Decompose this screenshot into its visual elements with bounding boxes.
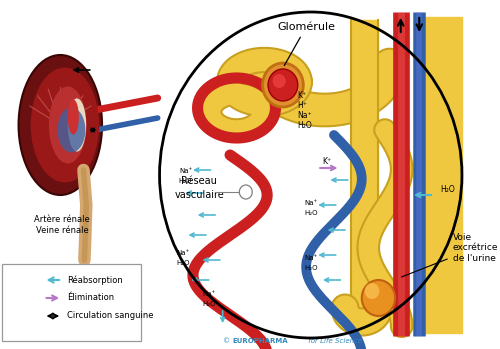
- Text: Na⁺: Na⁺: [179, 168, 192, 174]
- Text: Na⁺: Na⁺: [304, 200, 318, 206]
- Circle shape: [272, 74, 285, 88]
- Text: Na⁺: Na⁺: [202, 291, 215, 297]
- Ellipse shape: [160, 12, 462, 338]
- Text: H⁺: H⁺: [297, 101, 306, 110]
- Text: for Life Science: for Life Science: [306, 338, 362, 344]
- Text: Circulation sanguine: Circulation sanguine: [67, 312, 154, 320]
- Ellipse shape: [58, 107, 86, 153]
- Text: H₂O: H₂O: [304, 265, 318, 271]
- Ellipse shape: [68, 99, 79, 134]
- Text: H₂O: H₂O: [176, 260, 190, 266]
- Text: H₂O: H₂O: [304, 210, 318, 216]
- Text: EUROPHARMA: EUROPHARMA: [232, 338, 287, 344]
- Text: H₂O: H₂O: [297, 121, 312, 130]
- Text: H₂O: H₂O: [202, 301, 215, 307]
- Text: Élimination: Élimination: [67, 294, 114, 303]
- Text: K⁺: K⁺: [322, 157, 331, 166]
- Text: H₂O: H₂O: [440, 186, 456, 194]
- Ellipse shape: [49, 87, 86, 163]
- Text: K⁺: K⁺: [297, 91, 306, 100]
- Text: Réabsorption: Réabsorption: [67, 275, 122, 285]
- Text: Réseau
vasculaire: Réseau vasculaire: [174, 176, 224, 200]
- Circle shape: [362, 280, 395, 316]
- Text: Na⁺: Na⁺: [297, 111, 312, 120]
- Circle shape: [262, 63, 304, 107]
- Text: Artère rénale: Artère rénale: [34, 215, 90, 224]
- Circle shape: [268, 69, 298, 101]
- Ellipse shape: [30, 68, 99, 183]
- Text: Glomérule: Glomérule: [277, 22, 335, 66]
- Text: Voie
excrétrice
de l'urine: Voie excrétrice de l'urine: [402, 233, 498, 277]
- Circle shape: [364, 283, 380, 299]
- Ellipse shape: [18, 55, 102, 195]
- FancyBboxPatch shape: [2, 264, 141, 341]
- Ellipse shape: [68, 98, 86, 151]
- Text: ©: ©: [222, 338, 232, 344]
- Text: H₂O: H₂O: [179, 178, 192, 184]
- Text: Veine rénale: Veine rénale: [36, 226, 88, 235]
- Text: Na⁺: Na⁺: [176, 250, 190, 256]
- Text: Na⁺: Na⁺: [304, 255, 318, 261]
